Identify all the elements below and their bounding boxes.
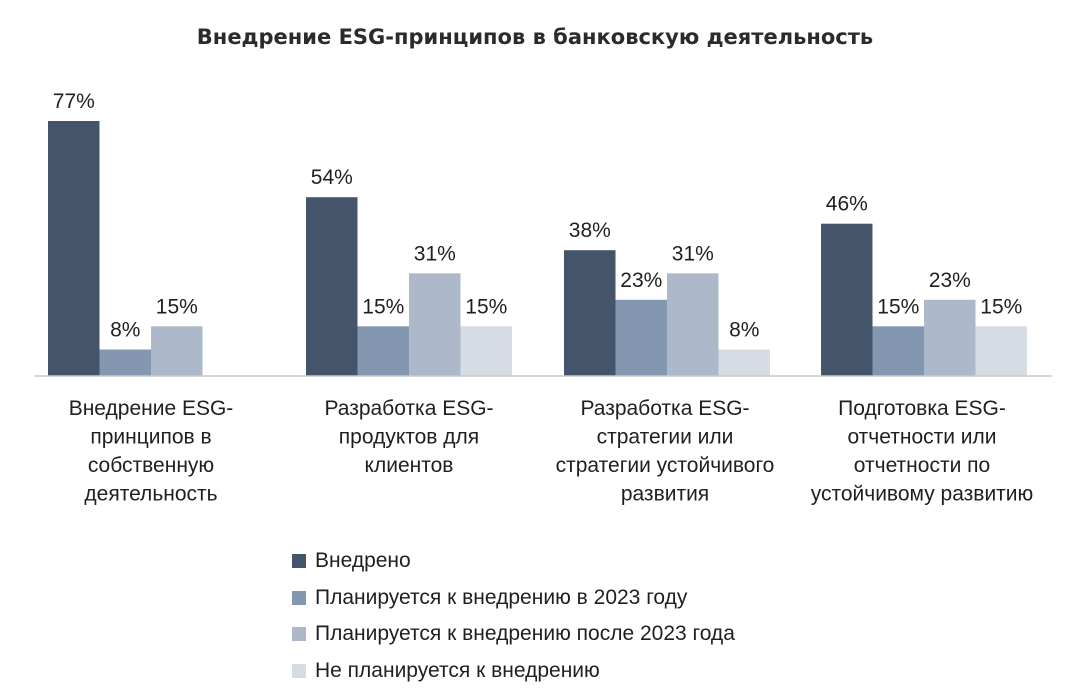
category-label-line: собственную <box>88 454 214 477</box>
category-label-1: Внедрение ESG-принципов в собственную деят… <box>69 397 234 506</box>
bar-s1-c3 <box>564 250 616 376</box>
category-label-line: развития <box>621 483 709 506</box>
bar-s1-c1 <box>48 121 100 376</box>
category-label-line: Разработка ESG- <box>580 397 749 420</box>
category-label-line: деятельность <box>84 483 217 506</box>
value-label-s1-c3: 38% <box>569 219 611 242</box>
bar-s2-c3 <box>616 300 668 376</box>
legend-item-3: Планируется к внедрению после 2023 года <box>292 616 735 653</box>
bars-group <box>48 121 1027 376</box>
chart-area: Внедрение ESG-принципов в банковскую дея… <box>0 0 1075 540</box>
value-label-s3-c3: 31% <box>672 242 714 265</box>
chart-title: Внедрение ESG-принципов в банковскую дея… <box>197 25 873 49</box>
category-label-line: Подготовка ESG- <box>838 397 1006 420</box>
legend-swatch <box>292 664 306 678</box>
bar-s2-c4 <box>873 326 925 376</box>
category-label-2: Разработка ESG-продуктов для клиентов <box>324 397 493 477</box>
legend: Внедрено Планируется к внедрению в 2023 г… <box>292 543 735 689</box>
legend-label: Не планируется к внедрению <box>315 659 600 683</box>
legend-item-4: Не планируется к внедрению <box>292 653 735 689</box>
value-label-s1-c4: 46% <box>826 193 868 216</box>
bar-s1-c4 <box>821 224 873 376</box>
category-label-line: продуктов для <box>339 426 479 449</box>
value-labels-group: 77% 54% 38% 46% 8% 15% 23% 15% 15% 31% 31% 23% 15% 8%… <box>53 90 1023 342</box>
category-label-line: устойчивому развитию <box>811 483 1034 506</box>
legend-swatch <box>292 554 306 568</box>
value-label-s1-c2: 54% <box>311 166 353 189</box>
bar-s1-c2 <box>306 197 358 376</box>
category-label-4: Подготовка ESG-отчетности или отчетности … <box>811 397 1034 506</box>
category-label-line: Внедрение ESG- <box>69 397 234 420</box>
bar-s2-c1 <box>100 350 152 377</box>
category-labels-group: Внедрение ESG-принципов в собственную деят… <box>69 397 1034 506</box>
category-label-line: стратегии устойчивого <box>556 454 775 477</box>
value-label-s3-c1: 15% <box>156 295 198 318</box>
category-label-line: клиентов <box>365 454 454 477</box>
category-label-line: отчетности или <box>847 426 996 449</box>
category-label-line: Разработка ESG- <box>324 397 493 420</box>
value-label-s2-c4: 15% <box>877 295 919 318</box>
value-label-s2-c2: 15% <box>362 295 404 318</box>
value-label-s4-c2: 15% <box>465 295 507 318</box>
bar-s4-c3 <box>719 350 771 377</box>
value-label-s4-c4: 15% <box>980 295 1022 318</box>
legend-swatch <box>292 627 306 641</box>
legend-label: Внедрено <box>315 549 411 573</box>
bar-s4-c2 <box>461 326 513 376</box>
bar-s3-c2 <box>409 273 461 376</box>
bar-s3-c3 <box>667 273 719 376</box>
category-label-line: принципов в <box>90 426 211 449</box>
value-label-s3-c4: 23% <box>929 269 971 292</box>
legend-swatch <box>292 591 306 605</box>
value-label-s2-c3: 23% <box>620 269 662 292</box>
bar-s3-c1 <box>151 326 203 376</box>
bar-s2-c2 <box>358 326 410 376</box>
legend-label: Планируется к внедрению после 2023 года <box>315 622 735 646</box>
bar-s3-c4 <box>924 300 976 376</box>
legend-item-1: Внедрено <box>292 543 735 580</box>
value-label-s4-c3: 8% <box>729 319 759 342</box>
value-label-s2-c1: 8% <box>110 319 140 342</box>
value-label-s3-c2: 31% <box>414 242 456 265</box>
category-label-line: отчетности по <box>854 454 990 477</box>
value-label-s1-c1: 77% <box>53 90 95 113</box>
bar-s4-c4 <box>976 326 1028 376</box>
legend-item-2: Планируется к внедрению в 2023 году <box>292 580 735 617</box>
legend-label: Планируется к внедрению в 2023 году <box>315 586 687 610</box>
category-label-3: Разработка ESG-стратегии или стратегии ус… <box>556 397 775 506</box>
category-label-line: стратегии или <box>597 426 734 449</box>
